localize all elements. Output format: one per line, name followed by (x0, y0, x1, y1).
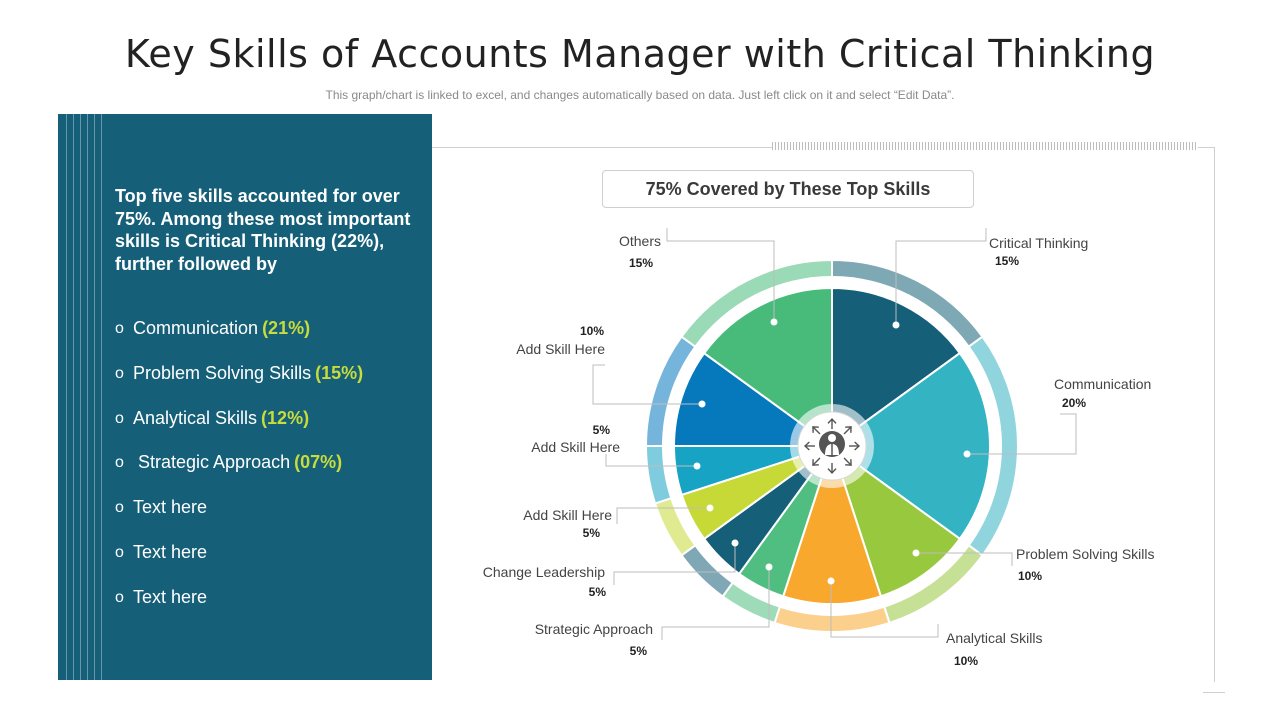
panel-stripes (66, 114, 106, 680)
panel-intro: Top five skills accounted for over 75%. … (115, 186, 411, 274)
leader-line (895, 228, 987, 325)
slice-percent-label: 5% (583, 526, 601, 540)
bullet-icon: o (115, 499, 124, 517)
pie-slices (644, 258, 1019, 633)
skill-percent: (07%) (294, 452, 343, 473)
page-title: Key Skills of Accounts Manager with Crit… (124, 32, 1156, 76)
leader-line (605, 454, 697, 467)
leader-line (613, 543, 736, 585)
pie-slice (830, 351, 991, 541)
skill-name: Strategic Approach (133, 452, 291, 473)
slice-percent-label: 15% (629, 256, 653, 270)
slice-percent-label: 5% (630, 644, 648, 658)
leader-line (616, 507, 710, 524)
list-item: o Strategic Approach (07%) (115, 452, 415, 497)
frame-line-foot (1203, 692, 1225, 693)
slice-percent-label: 5% (593, 423, 611, 437)
leader-dot (693, 462, 701, 470)
bullet-icon: o (115, 588, 124, 606)
summary-panel: Top five skills accounted for over 75%. … (58, 114, 432, 680)
frame-line-right (1214, 147, 1215, 682)
skill-percent: (15%) (315, 362, 364, 383)
frame-line-top (432, 147, 772, 148)
frame-line-corner (1198, 147, 1214, 148)
center-hub (790, 404, 874, 488)
slice-percent-label: 10% (954, 654, 978, 668)
skill-name: Communication (133, 318, 259, 338)
pie-slice (831, 286, 962, 448)
skill-percent: (21%) (262, 318, 311, 338)
coverage-badge: 75% Covered by These Top Skills (602, 170, 974, 208)
slice-label: Change Leadership (483, 564, 605, 580)
skill-percent: (12%) (261, 407, 310, 428)
skill-name: Text here (133, 497, 208, 518)
list-item: o Communication (21%) (115, 318, 415, 363)
bullet-icon: o (115, 364, 124, 382)
slice-label: Add Skill Here (531, 439, 620, 455)
slice-label: Communication (1054, 376, 1151, 392)
slice-percent-label: 15% (995, 254, 1019, 268)
slice-label: Strategic Approach (535, 621, 653, 637)
leader-line (592, 364, 702, 405)
frame-hatch (772, 142, 1198, 150)
leader-dot (827, 577, 835, 585)
leader-line (666, 228, 775, 322)
leader-dot (765, 563, 773, 571)
bullet-icon: o (115, 543, 124, 561)
pie-slice (702, 286, 833, 448)
skill-name: Text here (133, 586, 208, 607)
pie-slice (672, 351, 836, 447)
skill-name: Text here (133, 541, 208, 562)
leader-dot (892, 321, 900, 329)
leader-line (967, 413, 1077, 455)
slice-percent-label: 20% (1062, 396, 1086, 410)
leader-dot (770, 318, 778, 326)
bullet-icon: o (115, 320, 124, 337)
page-subtitle: This graph/chart is linked to excel, and… (325, 88, 955, 102)
slice-label: Add Skill Here (523, 507, 612, 523)
slice-label: Add Skill Here (516, 341, 605, 357)
list-item: o Text here (115, 497, 415, 542)
slice-percent-label: 5% (589, 585, 607, 599)
list-item: o Text here (115, 587, 415, 632)
pie-slice (781, 442, 883, 605)
leader-line (830, 581, 939, 638)
team-person-arrows-icon (803, 417, 861, 475)
list-item: o Text here (115, 542, 415, 587)
leader-dot (706, 504, 714, 512)
leader-dot (912, 549, 920, 557)
skill-name: Problem Solving Skills (133, 362, 312, 383)
pie-slice (830, 443, 962, 598)
leader-line (916, 552, 1013, 566)
leader-dot (698, 400, 706, 408)
pie-labels: Critical Thinking 15% Communication 20% Prob… (483, 233, 1155, 668)
slice-label: Problem Solving Skills (1016, 546, 1155, 562)
slice-percent-label: 10% (580, 324, 604, 338)
list-item: o Problem Solving Skills (15%) (115, 363, 415, 408)
list-item: o Analytical Skills (12%) (115, 408, 415, 453)
bullet-icon: o (115, 409, 124, 427)
skill-list: o Communication (21%) o Problem Solving Ski… (115, 318, 415, 632)
skill-name: Analytical Skills (133, 407, 258, 428)
slice-percent-label: 10% (1018, 569, 1042, 583)
bullet-icon: o (115, 454, 124, 472)
leader-line (661, 567, 770, 640)
slice-label: Others (619, 233, 661, 249)
leader-dot (731, 539, 739, 547)
slice-label: Critical Thinking (989, 235, 1088, 251)
slice-label: Analytical Skills (946, 630, 1042, 646)
pie-leader-lines (592, 228, 1077, 640)
leader-dot (963, 450, 971, 458)
